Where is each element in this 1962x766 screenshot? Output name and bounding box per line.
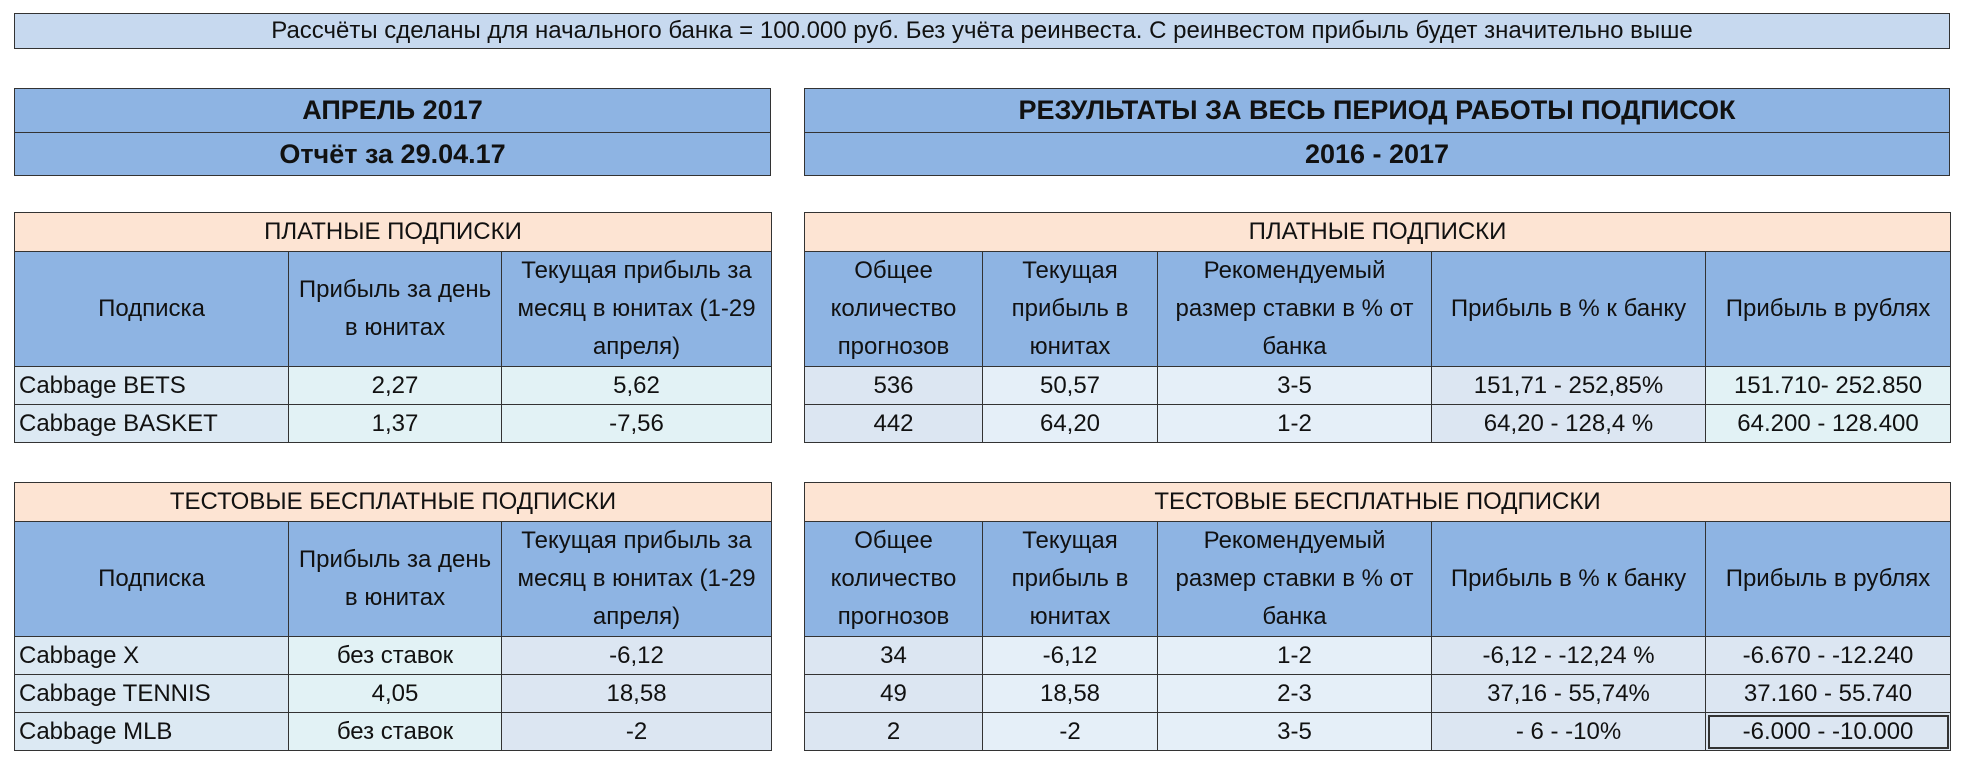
bank-percent: -6,12 - -12,24 % xyxy=(1431,636,1706,675)
table-row: Cabbage BASKET 1,37 -7,56 xyxy=(14,404,772,443)
col-day-profit: Прибыль за день в юнитах xyxy=(288,521,502,637)
day-profit: 1,37 xyxy=(288,404,502,443)
subscription-name: Cabbage BASKET xyxy=(14,404,289,443)
report-date: Отчёт за 29.04.17 xyxy=(15,132,770,175)
stake-size: 1-2 xyxy=(1157,404,1432,443)
bank-percent: 151,71 - 252,85% xyxy=(1431,366,1706,405)
bank-percent: 37,16 - 55,74% xyxy=(1431,674,1706,713)
col-rub-profit: Прибыль в рублях xyxy=(1704,251,1952,367)
day-profit: 2,27 xyxy=(288,366,502,405)
month-profit: -7,56 xyxy=(501,404,772,443)
col-stake-size: Рекомендуемый размер ставки в % от банка xyxy=(1157,251,1432,367)
subscription-name: Cabbage TENNIS xyxy=(14,674,289,713)
col-month-profit: Текущая прибыль за месяц в юнитах (1-29 … xyxy=(500,521,773,637)
table-row: Cabbage BETS 2,27 5,62 xyxy=(14,366,772,405)
stake-size: 2-3 xyxy=(1157,674,1432,713)
col-subscription: Подписка xyxy=(14,251,289,367)
subscription-name: Cabbage X xyxy=(14,636,289,675)
month-profit: 5,62 xyxy=(501,366,772,405)
rub-profit: 37.160 - 55.740 xyxy=(1705,674,1951,713)
paid-period-table: ПЛАТНЫЕ ПОДПИСКИ Общее количество прогно… xyxy=(803,212,1952,443)
free-period-table: ТЕСТОВЫЕ БЕСПЛАТНЫЕ ПОДПИСКИ Общее колич… xyxy=(804,482,1951,751)
table-row: 2 -2 3-5 - 6 - -10% -6.000 - -10.000 xyxy=(804,712,1951,751)
month-title: АПРЕЛЬ 2017 xyxy=(15,89,770,132)
free-monthly-table: ТЕСТОВЫЕ БЕСПЛАТНЫЕ ПОДПИСКИ Подписка Пр… xyxy=(13,482,773,751)
period-results-header: РЕЗУЛЬТАТЫ ЗА ВЕСЬ ПЕРИОД РАБОТЫ ПОДПИСО… xyxy=(804,88,1950,176)
total-forecasts: 2 xyxy=(804,712,983,751)
total-forecasts: 442 xyxy=(804,404,983,443)
col-units-profit: Текущая прибыль в юнитах xyxy=(982,251,1158,367)
stake-size: 1-2 xyxy=(1157,636,1432,675)
col-total-forecasts: Общее количество прогнозов xyxy=(804,521,983,637)
bank-percent: 64,20 - 128,4 % xyxy=(1431,404,1706,443)
paid-monthly-table: ПЛАТНЫЕ ПОДПИСКИ Подписка Прибыль за ден… xyxy=(14,212,772,443)
col-bank-percent: Прибыль в % к банку xyxy=(1431,251,1706,367)
col-bank-percent: Прибыль в % к банку xyxy=(1431,521,1706,637)
units-profit: 64,20 xyxy=(982,404,1158,443)
col-month-profit: Текущая прибыль за месяц в юнитах (1-29 … xyxy=(501,251,772,367)
subscription-name: Cabbage BETS xyxy=(14,366,289,405)
month-profit: 18,58 xyxy=(500,674,773,713)
day-profit: без ставок xyxy=(288,712,502,751)
rub-profit: 64.200 - 128.400 xyxy=(1704,404,1952,443)
table-row: 49 18,58 2-3 37,16 - 55,74% 37.160 - 55.… xyxy=(804,674,1951,713)
total-forecasts: 49 xyxy=(804,674,983,713)
table-row: 34 -6,12 1-2 -6,12 - -12,24 % -6.670 - -… xyxy=(804,636,1951,675)
info-banner: Рассчёты сделаны для начального банка = … xyxy=(14,13,1950,49)
paid-title: ПЛАТНЫЕ ПОДПИСКИ xyxy=(14,212,772,252)
period-years: 2016 - 2017 xyxy=(805,132,1949,175)
rub-profit: 151.710- 252.850 xyxy=(1704,366,1952,405)
table-row: 442 64,20 1-2 64,20 - 128,4 % 64.200 - 1… xyxy=(804,404,1952,443)
day-profit: 4,05 xyxy=(288,674,502,713)
free-title: ТЕСТОВЫЕ БЕСПЛАТНЫЕ ПОДПИСКИ xyxy=(804,482,1951,522)
col-day-profit: Прибыль за день в юнитах xyxy=(288,251,502,367)
stake-size: 3-5 xyxy=(1157,366,1432,405)
month-report-header: АПРЕЛЬ 2017 Отчёт за 29.04.17 xyxy=(14,88,771,176)
day-profit: без ставок xyxy=(288,636,502,675)
free-title: ТЕСТОВЫЕ БЕСПЛАТНЫЕ ПОДПИСКИ xyxy=(13,482,773,522)
subscription-name: Cabbage MLB xyxy=(14,712,289,751)
total-forecasts: 536 xyxy=(804,366,983,405)
bank-percent: - 6 - -10% xyxy=(1431,712,1706,751)
table-row: 536 50,57 3-5 151,71 - 252,85% 151.710- … xyxy=(804,366,1952,405)
col-total-forecasts: Общее количество прогнозов xyxy=(804,251,983,367)
col-subscription: Подписка xyxy=(14,521,289,637)
units-profit: -2 xyxy=(982,712,1158,751)
units-profit: -6,12 xyxy=(982,636,1158,675)
rub-profit: -6.670 - -12.240 xyxy=(1705,636,1951,675)
col-rub-profit: Прибыль в рублях xyxy=(1705,521,1951,637)
month-profit: -2 xyxy=(500,712,773,751)
col-units-profit: Текущая прибыль в юнитах xyxy=(982,521,1158,637)
units-profit: 50,57 xyxy=(982,366,1158,405)
table-row: Cabbage TENNIS 4,05 18,58 xyxy=(14,674,773,713)
stake-size: 3-5 xyxy=(1157,712,1432,751)
total-forecasts: 34 xyxy=(804,636,983,675)
table-row: Cabbage X без ставок -6,12 xyxy=(14,636,773,675)
units-profit: 18,58 xyxy=(982,674,1158,713)
selected-cell[interactable]: -6.000 - -10.000 xyxy=(1705,712,1951,751)
paid-title: ПЛАТНЫЕ ПОДПИСКИ xyxy=(803,212,1952,252)
col-stake-size: Рекомендуемый размер ставки в % от банка xyxy=(1157,521,1432,637)
period-title: РЕЗУЛЬТАТЫ ЗА ВЕСЬ ПЕРИОД РАБОТЫ ПОДПИСО… xyxy=(805,89,1949,132)
table-row: Cabbage MLB без ставок -2 xyxy=(14,712,773,751)
month-profit: -6,12 xyxy=(500,636,773,675)
